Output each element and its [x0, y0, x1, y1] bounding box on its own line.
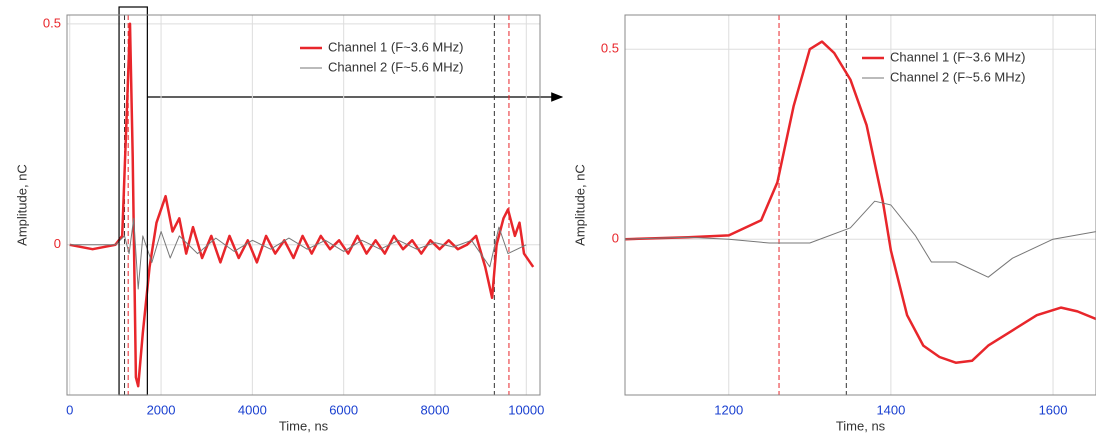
x-tick-label: 1200	[714, 402, 743, 417]
series-line	[625, 200, 1096, 278]
x-tick-label: 1400	[876, 402, 905, 417]
y-tick-label: 0	[612, 231, 619, 246]
axes-frame	[624, 14, 1096, 396]
x-tick-label: 6000	[329, 402, 358, 417]
y-tick-label: 0.5	[43, 15, 61, 30]
y-axis-label: Amplitude, nC	[14, 164, 29, 246]
plot-area	[67, 15, 540, 395]
x-axis-label: Time, ns	[279, 418, 329, 433]
axes-frame	[66, 14, 541, 396]
x-tick-label: 10000	[508, 402, 544, 417]
x-axis-label: Time, ns	[836, 418, 886, 433]
x-tick-label: 2000	[147, 402, 176, 417]
x-tick-label: 0	[66, 402, 73, 417]
y-tick-label: 0.5	[601, 41, 619, 56]
plot-area	[625, 15, 1096, 395]
x-tick-label: 1600	[1039, 402, 1068, 417]
legend-label: Channel 1 (F~3.6 MHz)	[890, 49, 1025, 64]
series-line	[69, 22, 535, 388]
series-line	[69, 217, 527, 290]
legend-label: Channel 2 (F~5.6 MHz)	[890, 69, 1025, 84]
x-tick-label: 8000	[421, 402, 450, 417]
legend-label: Channel 2 (F~5.6 MHz)	[328, 59, 463, 74]
y-axis-label: Amplitude, nC	[572, 164, 587, 246]
y-tick-label: 0	[54, 236, 61, 251]
series-line	[625, 40, 1096, 364]
x-tick-label: 4000	[238, 402, 267, 417]
legend-label: Channel 1 (F~3.6 MHz)	[328, 39, 463, 54]
